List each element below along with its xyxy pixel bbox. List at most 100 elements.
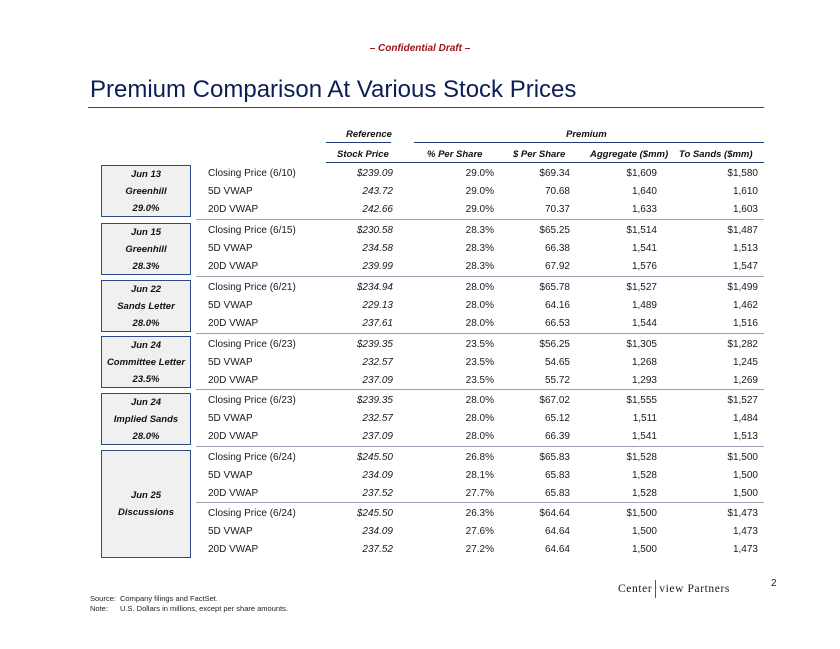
row-aggregate: 1,293 <box>631 375 657 386</box>
row-aggregate: 1,541 <box>631 431 657 442</box>
row-reference-price: 232.57 <box>362 413 393 424</box>
row-aggregate: $1,305 <box>626 339 657 350</box>
row-reference-price: 237.09 <box>362 375 393 386</box>
row-pct-per-share: 27.7% <box>465 488 494 499</box>
row-reference-price: 234.58 <box>362 243 393 254</box>
table-row: 5D VWAP 232.57 23.5% 54.65 1,268 1,245 <box>196 355 764 373</box>
group-name: Committee Letter <box>106 356 186 368</box>
row-aggregate: 1,541 <box>631 243 657 254</box>
table-row: 20D VWAP 237.61 28.0% 66.53 1,544 1,516 <box>196 316 764 334</box>
row-usd-per-share: $69.34 <box>539 168 570 179</box>
row-pct-per-share: 28.0% <box>465 431 494 442</box>
table-row: 5D VWAP 232.57 28.0% 65.12 1,511 1,484 <box>196 411 764 429</box>
row-usd-per-share: 64.64 <box>544 526 570 537</box>
row-label: Closing Price (6/24) <box>208 452 296 463</box>
row-label: 5D VWAP <box>208 357 253 368</box>
header-reference-bottom: Stock Price <box>337 149 389 160</box>
table-row: 20D VWAP 237.09 23.5% 55.72 1,293 1,269 <box>196 373 764 391</box>
row-pct-per-share: 28.3% <box>465 225 494 236</box>
row-usd-per-share: $67.02 <box>539 395 570 406</box>
group-jun13-greenhill: Jun 13 Greenhill 29.0% <box>101 165 191 217</box>
row-pct-per-share: 28.3% <box>465 261 494 272</box>
group-divider <box>196 389 764 390</box>
page-number: 2 <box>771 578 777 589</box>
group-name: Greenhill <box>125 243 167 255</box>
row-reference-price: 234.09 <box>362 470 393 481</box>
row-usd-per-share: 70.37 <box>544 204 570 215</box>
table-row: 5D VWAP 234.58 28.3% 66.38 1,541 1,513 <box>196 241 764 259</box>
group-name: Discussions <box>118 507 174 518</box>
row-to-sands: 1,484 <box>732 413 758 424</box>
row-pct-per-share: 29.0% <box>465 186 494 197</box>
header-reference-rule <box>326 142 391 143</box>
group-date: Jun 24 <box>130 396 162 408</box>
header-bottom-rule <box>326 162 764 163</box>
row-aggregate: 1,640 <box>631 186 657 197</box>
row-to-sands: $1,282 <box>727 339 758 350</box>
row-aggregate: 1,268 <box>631 357 657 368</box>
row-usd-per-share: 54.65 <box>544 357 570 368</box>
header-premium: Premium <box>566 129 607 140</box>
row-reference-price: 229.13 <box>362 300 393 311</box>
row-pct-per-share: 28.0% <box>465 282 494 293</box>
confidential-banner: – Confidential Draft – <box>369 43 471 54</box>
row-usd-per-share: 67.92 <box>544 261 570 272</box>
row-to-sands: $1,500 <box>727 452 758 463</box>
row-aggregate: 1,511 <box>632 413 657 424</box>
row-to-sands: 1,513 <box>732 431 758 442</box>
row-label: Closing Price (6/15) <box>208 225 296 236</box>
row-pct-per-share: 26.3% <box>465 508 494 519</box>
row-usd-per-share: $65.78 <box>539 282 570 293</box>
row-to-sands: $1,487 <box>727 225 758 236</box>
group-name: Implied Sands <box>113 413 179 425</box>
header-premium-rule <box>414 142 764 143</box>
row-to-sands: 1,500 <box>732 488 758 499</box>
table-row: Closing Price (6/10) $239.09 29.0% $69.34 $1… <box>196 166 764 184</box>
row-aggregate: $1,528 <box>626 452 657 463</box>
group-divider <box>196 446 764 447</box>
row-to-sands: 1,245 <box>732 357 758 368</box>
group-premium: 28.3% <box>132 260 160 272</box>
row-reference-price: $239.09 <box>356 168 393 179</box>
row-pct-per-share: 28.1% <box>465 470 494 481</box>
row-reference-price: 242.66 <box>362 204 393 215</box>
footnote-source: Source: Company filings and FactSet. <box>90 594 218 603</box>
row-aggregate: $1,500 <box>626 508 657 519</box>
header-aggregate: Aggregate ($mm) <box>590 149 669 160</box>
table-row: 20D VWAP 239.99 28.3% 67.92 1,576 1,547 <box>196 259 764 277</box>
row-aggregate: $1,527 <box>626 282 657 293</box>
row-label: Closing Price (6/23) <box>208 395 296 406</box>
row-label: 5D VWAP <box>208 413 253 424</box>
row-label: 20D VWAP <box>208 261 259 272</box>
row-pct-per-share: 23.5% <box>465 357 494 368</box>
table-row: 20D VWAP 237.09 28.0% 66.39 1,541 1,513 <box>196 429 764 447</box>
row-reference-price: 232.57 <box>362 357 393 368</box>
row-to-sands: $1,527 <box>727 395 758 406</box>
group-divider <box>196 502 764 503</box>
row-usd-per-share: $64.64 <box>539 508 570 519</box>
row-pct-per-share: 23.5% <box>465 339 494 350</box>
row-pct-per-share: 28.0% <box>465 318 494 329</box>
table-row: Closing Price (6/21) $234.94 28.0% $65.78 $1… <box>196 280 764 298</box>
row-pct-per-share: 28.0% <box>465 395 494 406</box>
row-usd-per-share: $65.83 <box>539 452 570 463</box>
row-reference-price: 237.52 <box>362 488 393 499</box>
header-reference-top: Reference <box>346 129 392 140</box>
row-reference-price: $239.35 <box>356 339 393 350</box>
row-reference-price: 237.09 <box>362 431 393 442</box>
group-date: Jun 24 <box>130 339 162 351</box>
row-reference-price: 234.09 <box>362 526 393 537</box>
row-pct-per-share: 28.3% <box>465 243 494 254</box>
row-pct-per-share: 28.0% <box>465 300 494 311</box>
row-to-sands: 1,547 <box>732 261 758 272</box>
row-aggregate: 1,528 <box>631 470 657 481</box>
title-divider <box>88 107 764 108</box>
table-row: Closing Price (6/24) $245.50 26.3% $64.64 $1… <box>196 506 764 524</box>
row-usd-per-share: 64.16 <box>544 300 570 311</box>
row-usd-per-share: 55.72 <box>544 375 570 386</box>
row-to-sands: 1,473 <box>732 544 758 555</box>
group-premium: 29.0% <box>132 202 160 214</box>
table-row: 5D VWAP 243.72 29.0% 70.68 1,640 1,610 <box>196 184 764 202</box>
row-label: 20D VWAP <box>208 431 259 442</box>
row-aggregate: $1,555 <box>626 395 657 406</box>
